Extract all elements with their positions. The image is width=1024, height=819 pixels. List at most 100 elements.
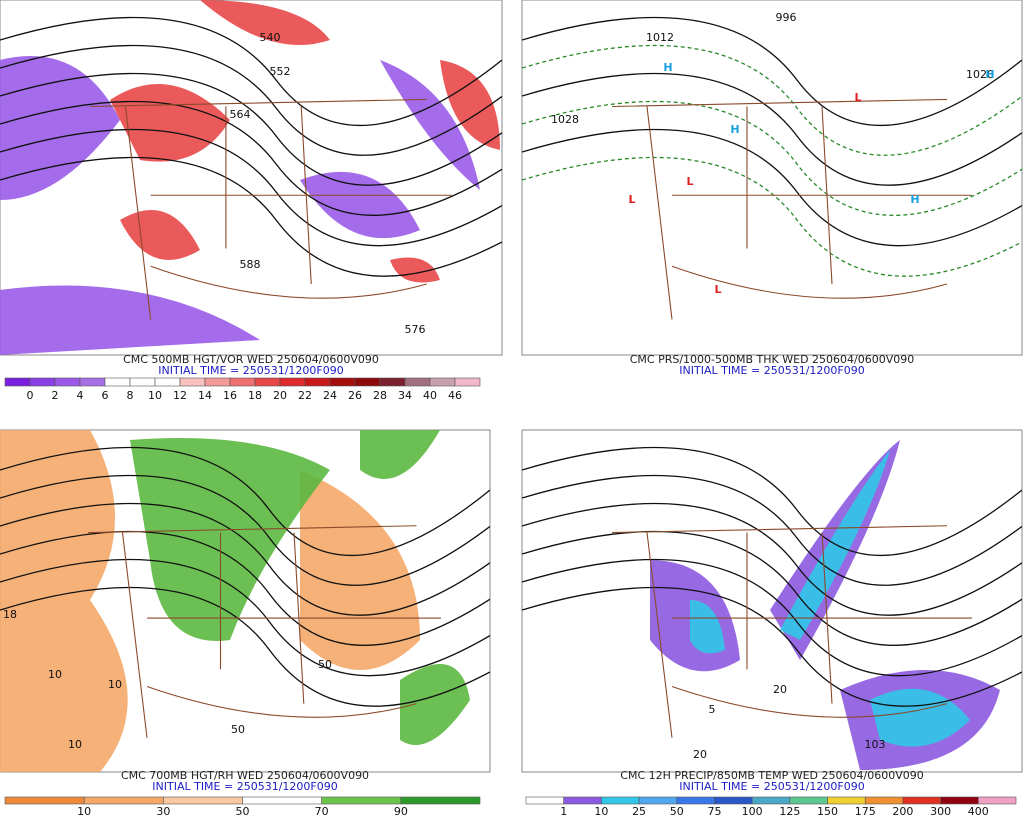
colorbar-label: 25 <box>632 805 646 818</box>
colorbar-segment <box>789 796 828 805</box>
panel: 10 10 10 50 50 18 CMC 700MB HGT/RH WED 250604/… <box>0 429 491 818</box>
contour <box>0 502 490 616</box>
caption cap: CMC PRS/1000-500MB THK WED 250604/0600V0… <box>630 353 915 366</box>
field-shading <box>0 56 480 355</box>
field-shading <box>130 430 470 745</box>
colorbar-label: 50 <box>670 805 684 818</box>
colorbar-segment <box>400 796 481 805</box>
contour <box>522 502 1022 616</box>
contour <box>0 474 490 586</box>
colorbar-label: 12 <box>173 389 187 402</box>
caption cap: CMC 700MB HGT/RH WED 250604/0600V090 <box>121 769 369 782</box>
colorbar-segment <box>429 377 456 387</box>
colorbar-segment <box>864 796 904 805</box>
contour <box>522 156 1022 277</box>
colorbar-segment <box>304 377 331 387</box>
colorbar-segment <box>83 796 164 805</box>
map-label: 10 <box>48 668 62 681</box>
colorbar-label: 34 <box>398 389 412 402</box>
colorbar-label: 46 <box>448 389 462 402</box>
colorbar-label: 22 <box>298 389 312 402</box>
colorbar-segment <box>354 377 381 387</box>
colorbar-segment <box>321 796 402 805</box>
contour <box>0 128 502 247</box>
initial-time: INITIAL TIME = 250531/1200F090 <box>679 364 864 377</box>
colorbar-segment <box>902 796 941 805</box>
colorbar-segment <box>242 796 322 805</box>
contour <box>0 16 502 127</box>
map-label: 564 <box>230 108 251 121</box>
map: 10 10 10 50 50 18 <box>0 430 490 772</box>
field-shading <box>690 450 970 747</box>
colorbar-label: 150 <box>817 805 838 818</box>
contour <box>522 72 1022 186</box>
colorbar-label: 50 <box>236 805 250 818</box>
map-label: 1028 <box>551 113 579 126</box>
field-shading <box>0 430 420 772</box>
contour <box>522 100 1022 216</box>
map-label: 588 <box>240 258 261 271</box>
colorbar-segment <box>179 377 206 387</box>
colorbar-segment <box>714 796 753 805</box>
colorbar-label: 70 <box>315 805 329 818</box>
map-frame <box>521 0 1023 356</box>
contour <box>0 558 490 677</box>
colorbar-segment <box>827 796 866 805</box>
colorbar-segment <box>204 377 231 387</box>
map-label: 1012 <box>646 31 674 44</box>
panel: 540 552 564 588 576 CMC 500MB HGT/VOR WED 250… <box>0 0 503 402</box>
colorbar-label: 26 <box>348 389 362 402</box>
contour <box>522 128 1022 247</box>
map-label: L <box>628 193 635 206</box>
contour <box>522 586 1022 707</box>
initial-time: INITIAL TIME = 250531/1200F090 <box>152 780 337 793</box>
colorbar-segment <box>751 796 791 805</box>
colorbar-segment <box>940 796 979 805</box>
panel: 5 20 20 103 CMC 12H PRECIP/850MB TEMP WED 25… <box>521 429 1023 818</box>
colorbar-segment <box>129 377 156 387</box>
colorbar-label: 200 <box>892 805 913 818</box>
initial-time: INITIAL TIME = 250531/1200F090 <box>158 364 343 377</box>
borders <box>88 525 441 738</box>
colorbar-segment <box>329 377 356 387</box>
colorbar-label: 24 <box>323 389 337 402</box>
map-label: 540 <box>260 31 281 44</box>
colorbar-label: 175 <box>855 805 876 818</box>
colorbar-label: 40 <box>423 389 437 402</box>
colorbar-segment <box>379 377 406 387</box>
contour <box>522 44 1022 156</box>
colorbar-label: 10 <box>148 389 162 402</box>
colorbar-segment <box>29 377 56 387</box>
map-label: L <box>854 91 861 104</box>
colorbar-label: 16 <box>223 389 237 402</box>
map-label: H <box>910 193 919 206</box>
map: 5 20 20 103 <box>522 440 1022 770</box>
map-label: 10 <box>68 738 82 751</box>
colorbar-segment <box>404 377 431 387</box>
colorbar-segment <box>79 377 106 387</box>
colorbar-segment <box>454 377 481 387</box>
contour <box>0 446 490 557</box>
colorbar-label: 6 <box>102 389 109 402</box>
map: 540 552 564 588 576 <box>0 0 502 355</box>
map-label: H <box>663 61 672 74</box>
colorbar-label: 18 <box>248 389 262 402</box>
colorbar-segment <box>104 377 131 387</box>
contour <box>0 100 502 216</box>
map-label: 18 <box>3 608 17 621</box>
map-label: 20 <box>693 748 707 761</box>
colorbar-label: 30 <box>156 805 170 818</box>
colorbar-segment <box>676 796 715 805</box>
colorbar-label: 8 <box>127 389 134 402</box>
map-label: 552 <box>270 65 291 78</box>
colorbar-label: 0 <box>27 389 34 402</box>
colorbar-label: 10 <box>594 805 608 818</box>
map-label: H <box>985 68 994 81</box>
borders <box>90 98 452 320</box>
colorbar-segment <box>978 796 1017 805</box>
contour <box>522 474 1022 586</box>
colorbar-segment <box>279 377 306 387</box>
field-shading <box>650 440 1000 770</box>
